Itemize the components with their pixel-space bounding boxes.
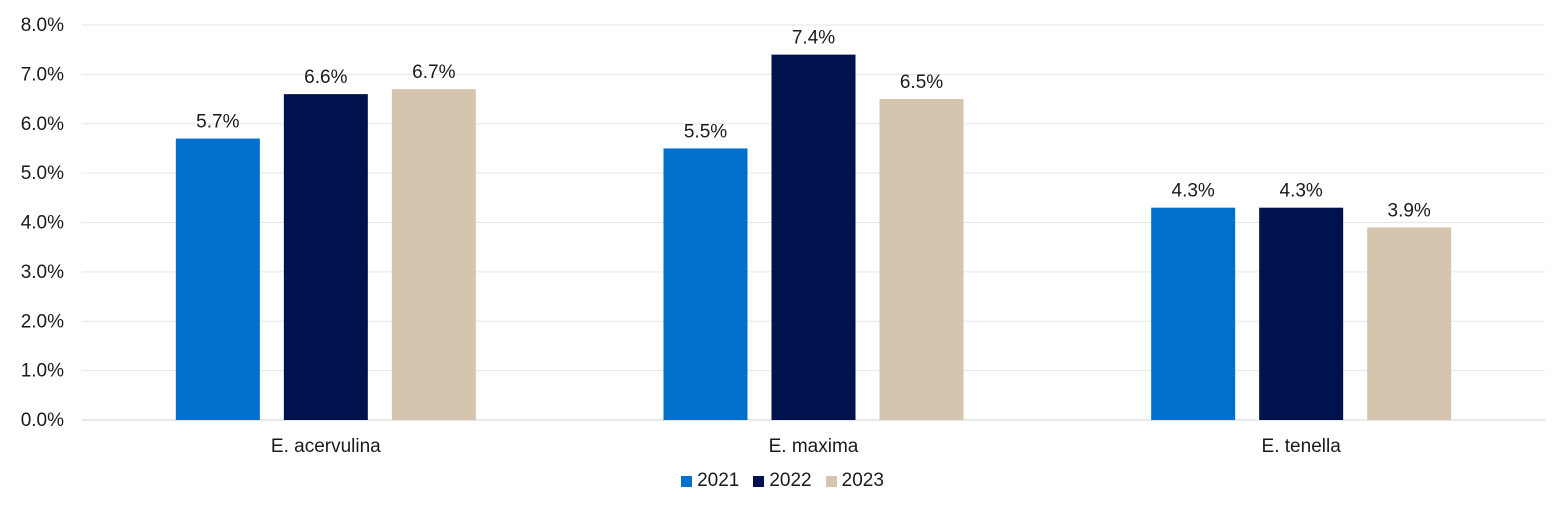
data-label: 6.6%	[304, 67, 347, 88]
data-label: 4.3%	[1280, 181, 1323, 202]
y-axis-ticks: 0.0% 1.0% 2.0% 3.0% 4.0% 5.0% 6.0% 7.0% 8.0%	[21, 15, 64, 431]
bar-2021	[175, 138, 260, 420]
data-label: 5.5%	[684, 121, 727, 142]
y-tick-label: 3.0%	[21, 262, 64, 283]
data-label: 6.7%	[412, 62, 455, 83]
data-label: 6.5%	[900, 72, 943, 93]
x-tick-label: E. maxima	[769, 436, 859, 457]
legend-swatch	[681, 475, 693, 487]
data-label: 3.9%	[1388, 200, 1431, 221]
data-labels: 5.7% 6.6% 6.7% 5.5% 7.4% 6.5% 4.3% 4.3% 3.9%	[196, 28, 1431, 222]
legend-label: 2021	[697, 470, 740, 491]
legend-label: 2023	[841, 470, 884, 491]
legend-item-2022: 2022	[753, 470, 812, 492]
data-label: 4.3%	[1172, 181, 1215, 202]
y-tick-label: 2.0%	[21, 311, 64, 332]
y-tick-label: 5.0%	[21, 163, 64, 184]
x-axis-ticks: E. acervulina E. maxima E. tenella	[271, 436, 1341, 457]
y-tick-label: 0.0%	[21, 410, 64, 431]
y-tick-label: 6.0%	[21, 114, 64, 135]
legend-label: 2022	[769, 470, 812, 491]
bars	[175, 54, 1452, 420]
legend-item-2021: 2021	[681, 470, 739, 492]
x-tick-label: E. tenella	[1262, 436, 1342, 457]
bar-2022	[1259, 207, 1344, 420]
legend: 2021 2022 2023	[0, 470, 1565, 492]
x-tick-label: E. acervulina	[271, 436, 381, 457]
bar-2023	[391, 89, 476, 420]
bar-chart-svg: 0.0% 1.0% 2.0% 3.0% 4.0% 5.0% 6.0% 7.0% 8.0% 5.7…	[21, 15, 1545, 457]
y-tick-label: 7.0%	[21, 64, 64, 85]
bar-2022	[283, 94, 368, 420]
y-tick-label: 4.0%	[21, 213, 64, 234]
y-tick-label: 8.0%	[21, 15, 64, 36]
bar-2021	[663, 148, 748, 420]
bar-2022	[771, 54, 856, 420]
bar-2023	[1367, 227, 1452, 420]
bar-2023	[879, 99, 964, 420]
legend-swatch	[825, 475, 837, 487]
y-tick-label: 1.0%	[21, 361, 64, 382]
data-label: 5.7%	[196, 112, 239, 133]
legend-item-2023: 2023	[825, 470, 884, 492]
data-label: 7.4%	[792, 28, 835, 49]
legend-swatch	[753, 475, 765, 487]
bar-2021	[1151, 207, 1236, 420]
